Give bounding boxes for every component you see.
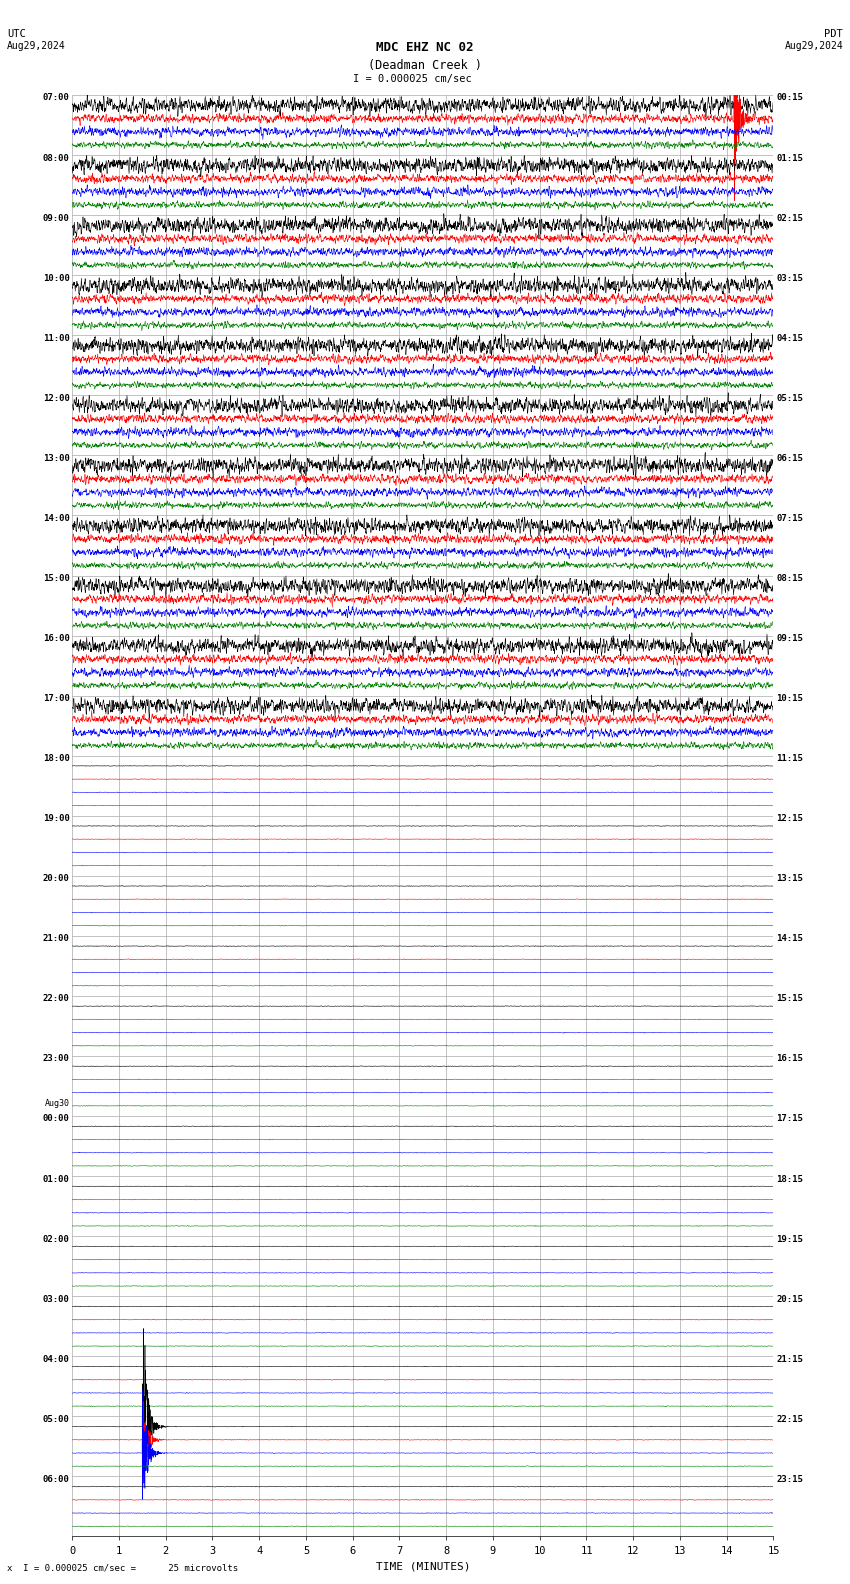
Text: 13:15: 13:15 [776,874,803,884]
Text: 01:15: 01:15 [776,154,803,163]
Text: 07:00: 07:00 [42,93,70,103]
Text: 18:15: 18:15 [776,1175,803,1183]
Text: MDC EHZ NC 02: MDC EHZ NC 02 [377,41,473,54]
Text: 15:00: 15:00 [42,573,70,583]
Text: 21:00: 21:00 [42,935,70,944]
Text: 01:00: 01:00 [42,1175,70,1183]
Text: 03:00: 03:00 [42,1294,70,1304]
Text: x  I = 0.000025 cm/sec =      25 microvolts: x I = 0.000025 cm/sec = 25 microvolts [7,1563,238,1573]
Text: 06:00: 06:00 [42,1475,70,1484]
Text: 19:15: 19:15 [776,1234,803,1243]
Text: 12:00: 12:00 [42,394,70,402]
Text: 14:15: 14:15 [776,935,803,944]
Text: 15:15: 15:15 [776,995,803,1003]
Text: 08:00: 08:00 [42,154,70,163]
Text: 11:15: 11:15 [776,754,803,763]
Text: 14:00: 14:00 [42,513,70,523]
Text: 08:15: 08:15 [776,573,803,583]
Text: 22:00: 22:00 [42,995,70,1003]
Text: (Deadman Creek ): (Deadman Creek ) [368,59,482,71]
Text: 09:15: 09:15 [776,634,803,643]
Text: 16:15: 16:15 [776,1055,803,1063]
Text: 09:00: 09:00 [42,214,70,223]
Text: 05:00: 05:00 [42,1415,70,1424]
Text: 13:00: 13:00 [42,453,70,463]
Text: 10:00: 10:00 [42,274,70,282]
Text: 16:00: 16:00 [42,634,70,643]
Text: 00:00: 00:00 [42,1115,70,1123]
Text: 22:15: 22:15 [776,1415,803,1424]
Text: 12:15: 12:15 [776,814,803,824]
Text: UTC: UTC [7,29,26,38]
Text: 03:15: 03:15 [776,274,803,282]
Text: 02:15: 02:15 [776,214,803,223]
Text: 11:00: 11:00 [42,334,70,342]
Text: 07:15: 07:15 [776,513,803,523]
Text: Aug29,2024: Aug29,2024 [7,41,65,51]
Text: 04:15: 04:15 [776,334,803,342]
Text: PDT: PDT [824,29,843,38]
Text: 23:15: 23:15 [776,1475,803,1484]
Text: 20:15: 20:15 [776,1294,803,1304]
Text: Aug30: Aug30 [45,1099,70,1107]
Text: 06:15: 06:15 [776,453,803,463]
Text: 02:00: 02:00 [42,1234,70,1243]
Text: 23:00: 23:00 [42,1055,70,1063]
Text: 10:15: 10:15 [776,694,803,703]
Text: 17:00: 17:00 [42,694,70,703]
Text: 00:15: 00:15 [776,93,803,103]
X-axis label: TIME (MINUTES): TIME (MINUTES) [376,1562,470,1571]
Text: 04:00: 04:00 [42,1354,70,1364]
Text: 19:00: 19:00 [42,814,70,824]
Text: 21:15: 21:15 [776,1354,803,1364]
Text: 18:00: 18:00 [42,754,70,763]
Text: 20:00: 20:00 [42,874,70,884]
Text: I = 0.000025 cm/sec: I = 0.000025 cm/sec [353,74,472,84]
Text: 05:15: 05:15 [776,394,803,402]
Text: 17:15: 17:15 [776,1115,803,1123]
Text: Aug29,2024: Aug29,2024 [785,41,843,51]
